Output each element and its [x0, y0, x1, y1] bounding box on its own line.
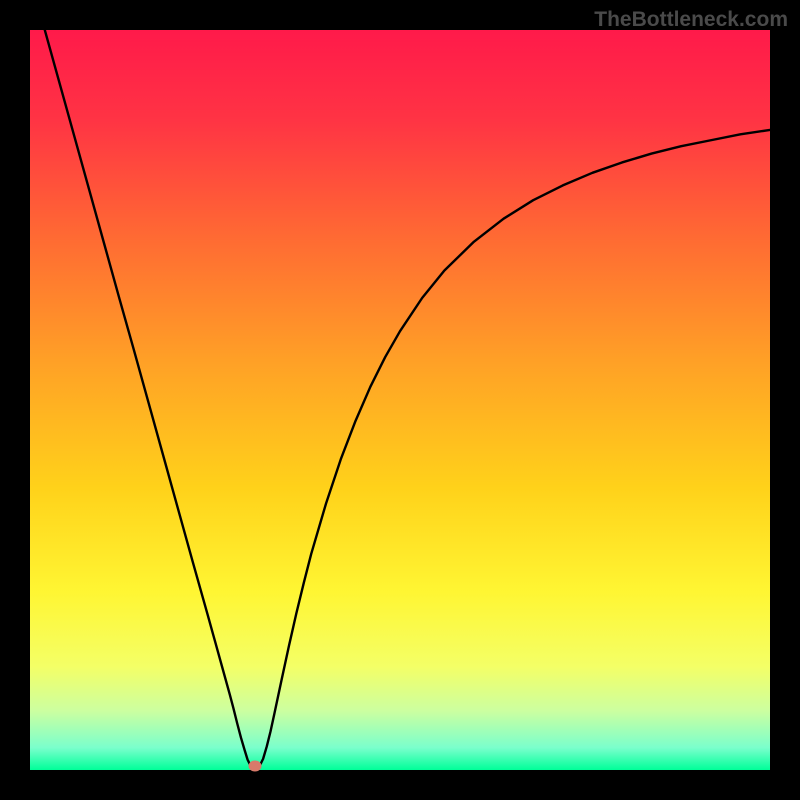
plot-area: [30, 30, 770, 770]
min-marker: [248, 760, 261, 771]
bottleneck-curve: [30, 30, 770, 770]
watermark-text: TheBottleneck.com: [594, 8, 788, 32]
bottleneck-chart: TheBottleneck.com: [0, 0, 800, 800]
